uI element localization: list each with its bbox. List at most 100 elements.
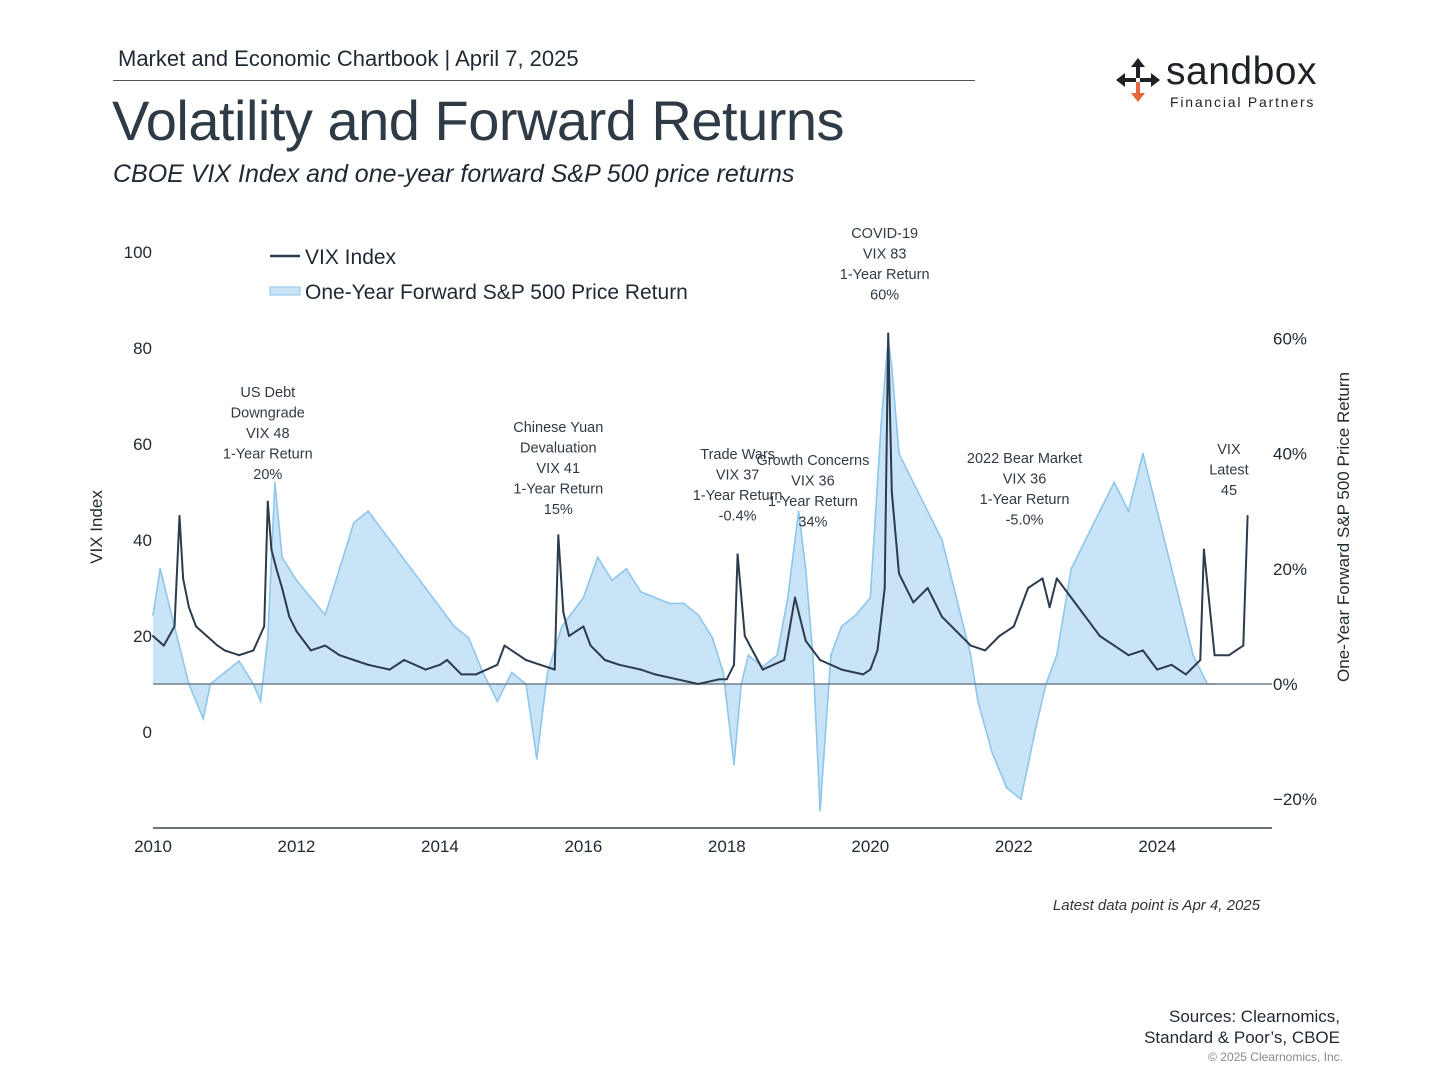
vix-point [941, 615, 943, 618]
annotation-text: 34% [798, 515, 827, 531]
forward-return-point [596, 556, 599, 559]
forward-return-point [668, 602, 671, 605]
forward-return-point [1005, 786, 1008, 789]
x-tick-label: 2020 [851, 837, 889, 856]
vix-point [338, 654, 341, 657]
annotation-text: Devaluation [520, 441, 597, 457]
vix-point [736, 553, 739, 556]
vix-point [1027, 587, 1030, 589]
vix-point [876, 649, 879, 652]
vix-point [819, 659, 822, 661]
forward-return-point [654, 596, 656, 599]
forward-return-point [367, 510, 370, 513]
forward-return-point [926, 510, 929, 513]
forward-return-point [295, 579, 298, 582]
vix-point [1228, 654, 1230, 657]
forward-return-point [1142, 452, 1144, 455]
forward-return-point [941, 539, 943, 541]
vix-point [718, 678, 721, 681]
forward-return-point [1163, 539, 1166, 541]
vix-point [557, 534, 560, 537]
vix-point [912, 601, 915, 604]
right-tick-label: 20% [1273, 560, 1307, 579]
forward-return-point [786, 596, 789, 599]
forward-return-point [804, 567, 807, 570]
vix-point [733, 663, 735, 666]
vix-point [1098, 635, 1101, 637]
legend-fwd-swatch [269, 286, 301, 296]
vix-point [187, 606, 190, 609]
vix-point [263, 625, 266, 628]
vix-point [883, 587, 886, 589]
vix-point [266, 500, 269, 503]
forward-return-point [611, 579, 613, 582]
forward-return-point [625, 567, 628, 570]
right-tick-label: 0% [1273, 675, 1298, 694]
logo-subtitle: Financial Partners [1170, 94, 1316, 110]
annotation-text: Latest [1209, 463, 1249, 479]
forward-return-point [388, 539, 391, 541]
annotation-text: 15% [544, 502, 573, 518]
vix-point [474, 673, 477, 676]
annotation-text: 60% [870, 288, 899, 304]
vix-point [295, 630, 298, 633]
vix-point [275, 567, 278, 570]
annotation-text: 20% [253, 467, 282, 483]
vix-point [178, 515, 181, 517]
forward-return-point [510, 671, 513, 674]
forward-return-point [453, 625, 456, 628]
left-tick-label: 80 [133, 339, 152, 358]
vix-point [725, 678, 728, 681]
vix-point [424, 668, 427, 671]
legend-vix-label: VIX Index [305, 246, 397, 269]
vix-point [1127, 654, 1130, 657]
forward-return-point [747, 654, 750, 657]
forward-return-point [1034, 729, 1037, 731]
vix-point [403, 659, 406, 661]
vix-point [288, 615, 291, 618]
forward-return-point [977, 700, 979, 703]
vix-point [1113, 644, 1116, 647]
sources-line-1: Sources: Clearnomics, [1168, 1007, 1340, 1026]
sources-text: Sources: Clearnomics, Standard & Poor’s,… [1080, 1006, 1340, 1048]
right-tick-label: −20% [1273, 790, 1317, 809]
forward-return-point [1177, 596, 1180, 599]
forward-return-area [153, 338, 1215, 811]
forward-return-point [1149, 481, 1151, 484]
vix-point [438, 663, 441, 666]
vix-point [654, 673, 657, 676]
vix-point [1055, 577, 1058, 580]
forward-return-point [711, 637, 714, 639]
annotation-text: -5.0% [1006, 513, 1044, 529]
vix-point [618, 663, 621, 666]
forward-return-point [1098, 510, 1101, 513]
left-tick-label: 20 [133, 627, 152, 646]
annotation-text: US Debt [240, 385, 295, 401]
forward-return-point [880, 423, 882, 426]
vix-point [1202, 548, 1205, 551]
forward-return-point [324, 614, 327, 616]
vix-point [1170, 663, 1173, 666]
forward-return-point [496, 700, 499, 703]
vix-point [270, 548, 273, 551]
forward-return-point [969, 654, 972, 657]
vix-point [152, 635, 154, 637]
vix-point [1012, 625, 1015, 628]
vix-point [324, 644, 327, 647]
forward-return-point [797, 510, 800, 513]
page-subtitle: CBOE VIX Index and one-year forward S&P … [113, 160, 795, 188]
vix-point [173, 625, 176, 628]
vix-point [955, 630, 958, 633]
vix-point [205, 635, 208, 637]
left-tick-label: 0 [143, 723, 152, 742]
annotation-text: Downgrade [231, 406, 305, 422]
forward-return-point [152, 614, 154, 616]
annotation-text: 45 [1221, 483, 1237, 499]
forward-return-point [869, 596, 872, 599]
vix-point [589, 644, 592, 647]
copyright: © 2025 Clearnomics, Inc. [1208, 1050, 1343, 1064]
vix-point [460, 673, 463, 676]
annotation-text: -0.4% [719, 509, 757, 525]
forward-return-point [535, 758, 538, 760]
